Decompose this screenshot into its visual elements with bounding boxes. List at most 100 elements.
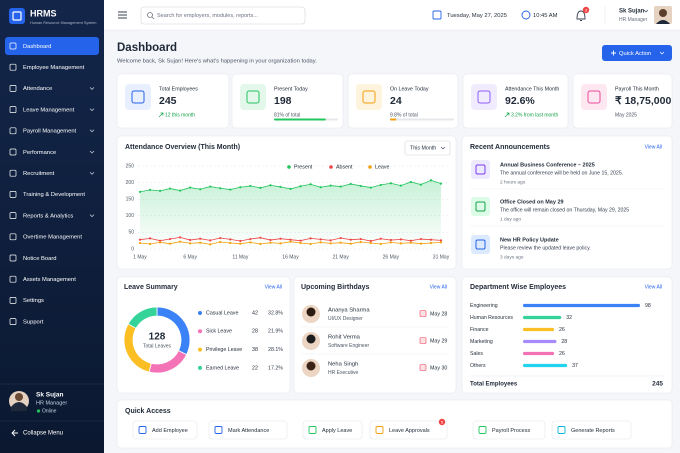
- data-point: [419, 242, 423, 245]
- nav-icon: [9, 275, 17, 283]
- nav-active[interactable]: [5, 37, 99, 55]
- announcement-icon: [475, 239, 486, 250]
- nav-item[interactable]: Settings: [23, 298, 44, 304]
- stat-label: Present Today: [274, 86, 308, 92]
- section-title: Quick Access: [125, 408, 171, 415]
- stat-note: 12 this month: [165, 113, 195, 119]
- data-point: [329, 239, 332, 242]
- announcement-time: 2 hours ago: [500, 179, 526, 185]
- data-point: [359, 237, 362, 241]
- data-point: [269, 184, 272, 187]
- nav-item[interactable]: Assets Management: [23, 277, 76, 283]
- y-tick-label: 250: [126, 163, 135, 169]
- birthdays-card: [293, 276, 457, 394]
- collapse-menu[interactable]: Collapse Menu: [23, 431, 63, 437]
- progress-bar: [390, 118, 397, 121]
- birthday-name: Neha Singh: [328, 362, 358, 368]
- announcement-title[interactable]: New HR Policy Update: [500, 237, 559, 243]
- nav-item[interactable]: Dashboard: [23, 44, 51, 50]
- data-point: [279, 185, 282, 189]
- nav-item[interactable]: Recruitment: [23, 171, 55, 177]
- nav-item[interactable]: Employee Management: [23, 65, 85, 71]
- quick-access-button[interactable]: [302, 420, 363, 440]
- nav-item[interactable]: Reports & Analytics: [23, 213, 73, 219]
- nav-icon: [9, 85, 17, 92]
- data-point: [309, 183, 312, 186]
- filter-label: This Month: [410, 146, 436, 152]
- announcement-title[interactable]: Office Closed on May 29: [500, 199, 564, 205]
- data-point: [369, 241, 372, 245]
- section-title: Upcoming Birthdays: [301, 284, 370, 291]
- quick-access-label: Payroll Process: [492, 428, 530, 434]
- data-point: [199, 188, 202, 191]
- view-all[interactable]: View All: [645, 144, 662, 150]
- badge: [438, 418, 446, 426]
- data-point: [389, 182, 392, 185]
- menu-toggle[interactable]: [118, 11, 127, 19]
- data-point: [219, 240, 222, 244]
- stat-icon-bg: [581, 84, 607, 110]
- quick-access-button[interactable]: [472, 420, 546, 440]
- data-point: [429, 238, 433, 241]
- nav-item[interactable]: Overtime Management: [23, 235, 82, 241]
- nav-icon: [9, 212, 17, 219]
- data-point: [399, 238, 402, 241]
- leave-count: 28: [252, 329, 258, 335]
- stat-note: May 2025: [615, 113, 637, 119]
- x-tick-label: 16 May: [282, 254, 299, 260]
- total-leaves: 128: [149, 332, 166, 343]
- data-point: [259, 186, 262, 190]
- user-chevron[interactable]: [643, 9, 649, 13]
- announcement-title[interactable]: Annual Business Conference – 2025: [500, 162, 595, 168]
- y-tick-label: 150: [126, 197, 135, 203]
- nav-item[interactable]: Notice Board: [23, 256, 57, 262]
- quick-access-label: Apply Leave: [322, 428, 352, 434]
- quick-access-button[interactable]: [551, 420, 632, 440]
- search-box[interactable]: [140, 6, 306, 25]
- announcement-icon: [475, 164, 486, 175]
- nav-item[interactable]: Performance: [23, 150, 56, 156]
- data-point: [239, 242, 242, 245]
- nav-icon: [9, 148, 17, 156]
- nav-item[interactable]: Leave Management: [23, 107, 75, 113]
- search-icon: [147, 12, 153, 18]
- bell-icon[interactable]: [576, 10, 586, 21]
- data-point: [299, 239, 302, 242]
- badge-count: 5: [441, 419, 444, 424]
- filter-dropdown[interactable]: [404, 140, 451, 156]
- department-bar: [523, 327, 555, 332]
- legend-label: Present: [294, 165, 313, 171]
- announcement-time: 1 day ago: [500, 216, 521, 222]
- quick-action-button[interactable]: [602, 45, 672, 61]
- leave-name: Casual Leave: [206, 310, 238, 316]
- y-tick-label: 100: [126, 213, 135, 219]
- nav-icon: [9, 63, 17, 71]
- data-point: [349, 182, 352, 186]
- nav-icon: [9, 42, 17, 50]
- present-area: [140, 180, 441, 249]
- quick-access-label: Generate Reports: [571, 428, 615, 434]
- birthday-name: Rohit Verma: [328, 335, 361, 341]
- collapse-icon[interactable]: [11, 429, 18, 437]
- birthday-icon: [419, 310, 427, 317]
- birthday-name: Ananya Sharma: [328, 308, 370, 314]
- data-point: [379, 237, 382, 240]
- nav-item[interactable]: Support: [23, 319, 44, 325]
- data-point: [299, 185, 302, 188]
- view-all[interactable]: View All: [430, 284, 447, 290]
- data-point: [219, 236, 222, 240]
- leave-name: Sick Leave: [206, 329, 232, 335]
- nav-item[interactable]: Attendance: [23, 86, 52, 92]
- nav-item[interactable]: Payroll Management: [23, 129, 77, 135]
- view-all[interactable]: View All: [645, 284, 662, 290]
- nav-item[interactable]: Training & Development: [23, 192, 85, 198]
- quick-access-button[interactable]: [132, 420, 198, 440]
- stat-icon-bg: [240, 84, 266, 110]
- data-point: [249, 237, 252, 241]
- department-bar: [523, 363, 568, 368]
- quick-access-button[interactable]: [369, 420, 448, 440]
- view-all[interactable]: View All: [265, 284, 282, 290]
- department-count: 28: [561, 339, 567, 345]
- quick-access-button[interactable]: [208, 420, 288, 440]
